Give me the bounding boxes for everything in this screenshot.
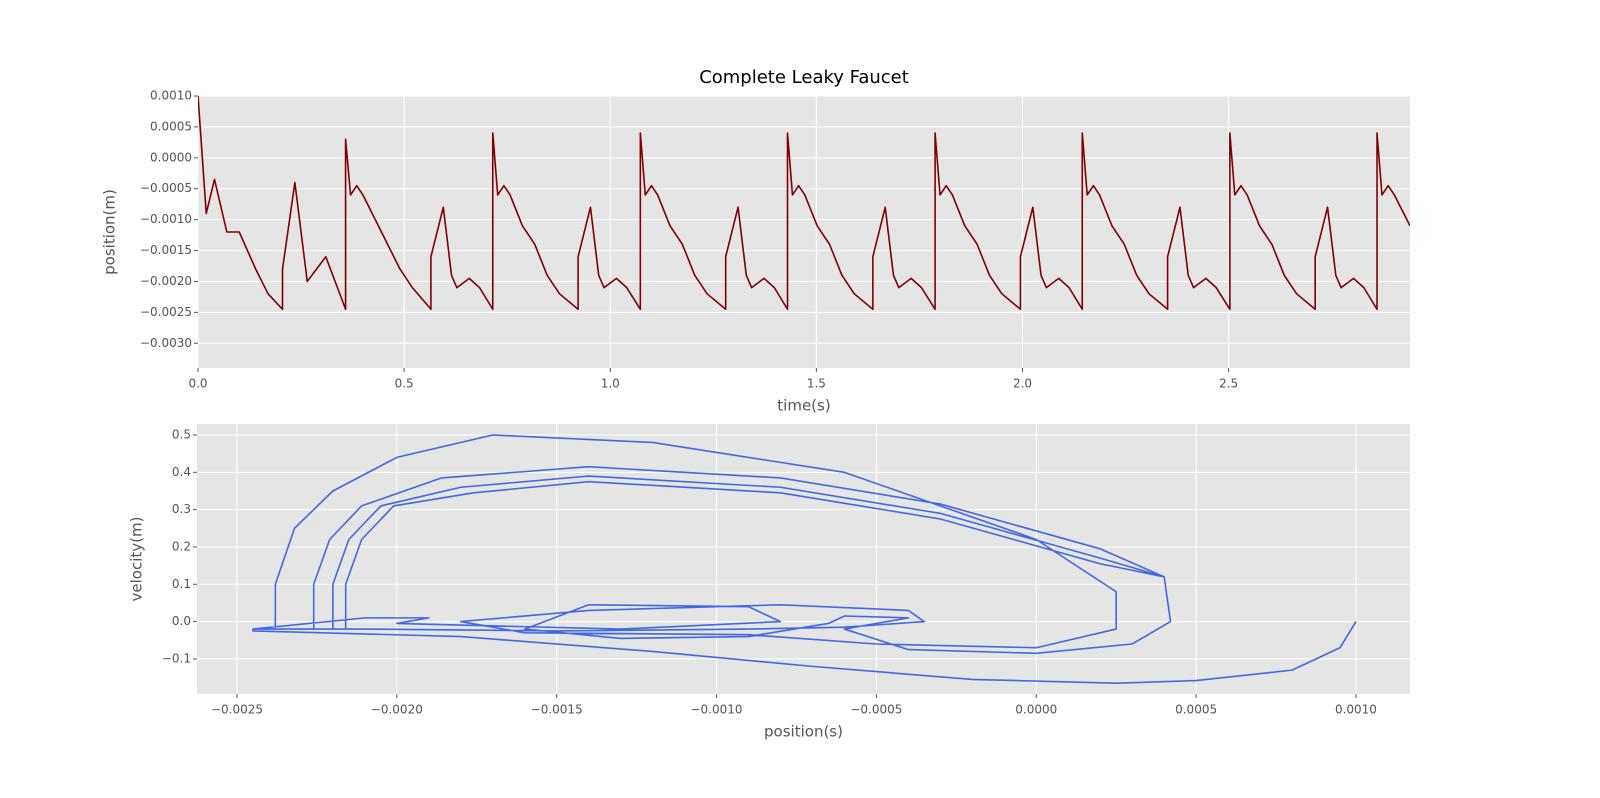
x-axis-label: time(s)	[777, 397, 830, 415]
x-tick-label: −0.0010	[691, 703, 743, 717]
plot-background	[198, 96, 1410, 368]
x-tick-label: 1.0	[601, 377, 620, 391]
y-tick-label: 0.0	[172, 614, 191, 628]
y-tick-label: 0.2	[172, 539, 191, 553]
y-tick-label: −0.0010	[140, 212, 192, 226]
y-axis-label: position(m)	[101, 189, 119, 275]
x-tick-label: 0.5	[395, 377, 414, 391]
x-tick-label: 2.5	[1219, 377, 1238, 391]
x-tick-label: 0.0000	[1015, 703, 1057, 717]
chart-title: Complete Leaky Faucet	[699, 67, 909, 88]
x-axis-label: position(s)	[764, 723, 843, 741]
data-line	[252, 434, 1357, 684]
y-tick-label: −0.1	[162, 651, 191, 665]
y-tick-label: 0.4	[172, 465, 191, 479]
x-tick-label: 0.0	[188, 377, 207, 391]
y-tick-label: 0.0000	[150, 150, 192, 164]
x-tick-label: 1.5	[807, 377, 826, 391]
x-tick-label: −0.0015	[531, 703, 583, 717]
y-tick-label: 0.5	[172, 428, 191, 442]
y-tick-label: 0.0010	[150, 89, 192, 103]
y-tick-label: 0.3	[172, 502, 191, 516]
y-tick-label: −0.0025	[140, 305, 192, 319]
x-tick-label: 2.0	[1013, 377, 1032, 391]
y-tick-label: −0.0020	[140, 274, 192, 288]
x-tick-label: −0.0005	[850, 703, 902, 717]
y-tick-label: 0.1	[172, 577, 191, 591]
y-tick-label: −0.0005	[140, 181, 192, 195]
x-tick-label: 0.0010	[1335, 703, 1377, 717]
x-tick-label: −0.0020	[371, 703, 423, 717]
x-tick-label: 0.0005	[1175, 703, 1217, 717]
x-tick-label: −0.0025	[211, 703, 263, 717]
plot-background	[197, 424, 1410, 694]
y-tick-label: −0.0015	[140, 243, 192, 257]
data-line	[198, 95, 1410, 311]
y-tick-label: 0.0005	[150, 119, 192, 133]
y-axis-label: velocity(m)	[128, 517, 146, 602]
y-tick-label: −0.0030	[140, 336, 192, 350]
